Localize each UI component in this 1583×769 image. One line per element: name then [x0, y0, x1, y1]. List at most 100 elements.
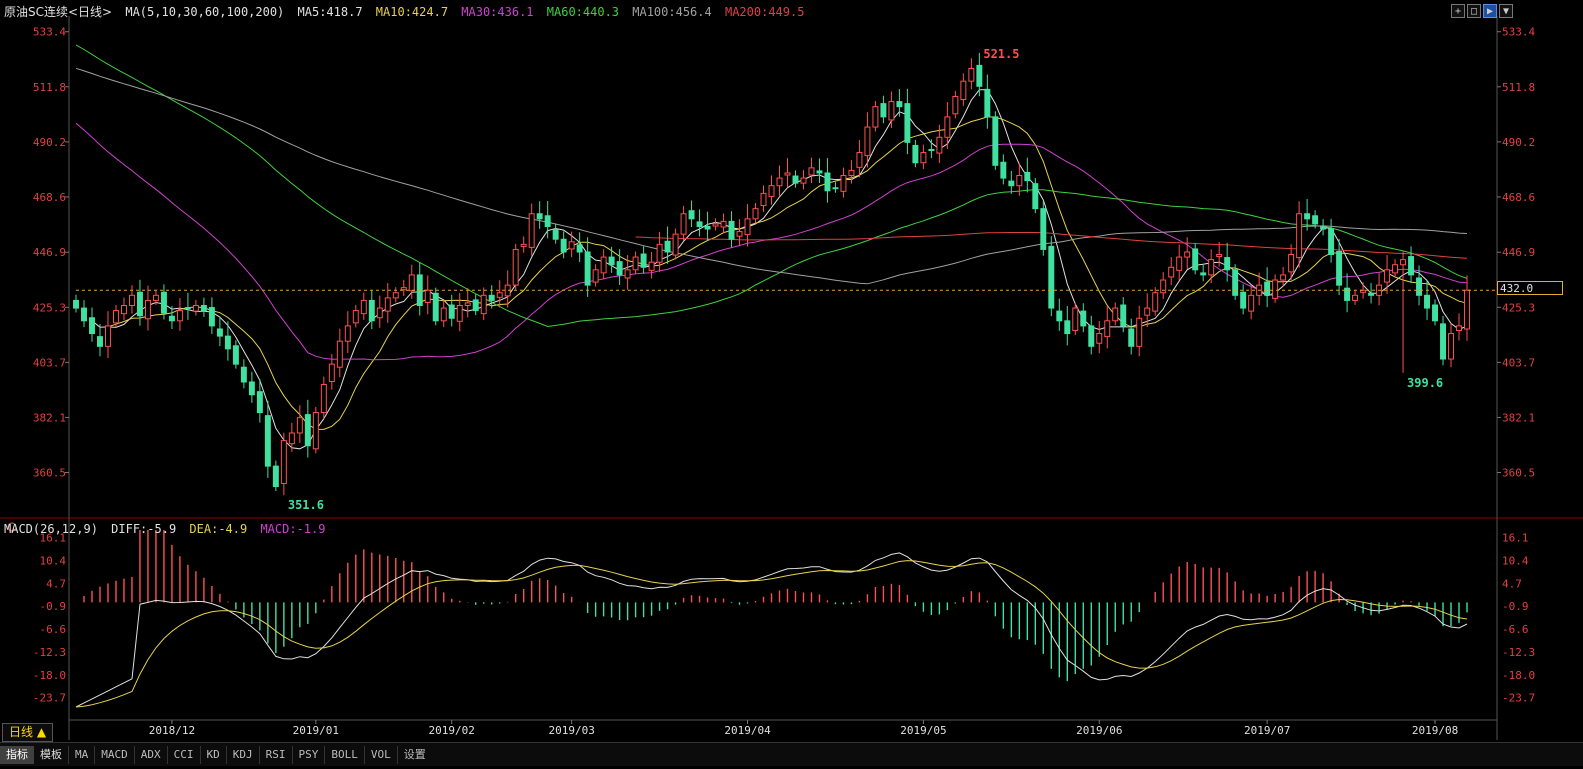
- candle-body: [200, 305, 207, 312]
- candle-body: [888, 101, 895, 121]
- settings-button[interactable]: 设置: [396, 745, 432, 764]
- period-button[interactable]: 日线 ▲: [2, 723, 54, 742]
- candle-body: [536, 213, 543, 220]
- date-tick-label: 2019/08: [1412, 724, 1458, 737]
- window-controls: + □ ▶ ▼: [1451, 4, 1513, 18]
- candle-body: [376, 307, 383, 319]
- instrument-label[interactable]: 原油SC连续<日线>: [4, 5, 113, 19]
- macd-tick-label-right: 10.4: [1502, 555, 1529, 568]
- ma-config-label[interactable]: MA(5,10,30,60,100,200): [125, 5, 285, 19]
- tab-indicators[interactable]: 指标: [0, 745, 34, 764]
- y-tick-label-left: 446.9: [33, 246, 66, 259]
- indicator-rsi[interactable]: RSI: [258, 745, 292, 764]
- candle-body: [496, 292, 503, 298]
- candle-body: [1136, 317, 1143, 347]
- candle-body: [176, 310, 183, 322]
- indicator-kd[interactable]: KD: [199, 745, 226, 764]
- candle-body: [752, 208, 759, 220]
- candle-body: [392, 292, 399, 299]
- macd-tick-label-left: -18.0: [33, 669, 66, 682]
- candle-body: [1184, 251, 1191, 258]
- macd-macd-value: MACD:-1.9: [260, 522, 326, 536]
- indicator-psy[interactable]: PSY: [291, 745, 325, 764]
- y-tick-label-right: 360.5: [1502, 466, 1535, 479]
- candle-body: [1104, 320, 1111, 338]
- candle-body: [136, 291, 143, 317]
- candle-body: [344, 325, 351, 342]
- candle-body: [1304, 213, 1311, 220]
- candle-body: [1296, 213, 1303, 259]
- candle-body: [600, 256, 607, 274]
- macd-config-label[interactable]: MACD(26,12,9): [4, 522, 98, 536]
- indicator-adx[interactable]: ADX: [133, 745, 167, 764]
- play-button[interactable]: ▶: [1483, 4, 1497, 18]
- macd-tick-label-left: 4.7: [46, 577, 66, 590]
- candle-body: [320, 384, 327, 414]
- candle-body: [832, 187, 839, 190]
- macd-tick-label-right: -18.0: [1502, 669, 1535, 682]
- indicator-macd[interactable]: MACD: [94, 745, 134, 764]
- ma100-line: [75, 67, 1468, 285]
- candle-body: [1032, 183, 1039, 210]
- candle-body: [1168, 266, 1175, 278]
- indicator-vol[interactable]: VOL: [363, 745, 397, 764]
- macd-tick-label-left: 10.4: [40, 555, 67, 568]
- candle-body: [1176, 256, 1183, 271]
- add-button[interactable]: +: [1451, 4, 1465, 18]
- candle-body: [456, 305, 463, 322]
- ma30-value: MA30:436.1: [461, 5, 534, 19]
- candle-body: [168, 315, 175, 322]
- candle-body: [704, 225, 711, 230]
- candle-body: [296, 417, 303, 434]
- dropdown-button[interactable]: ▼: [1499, 4, 1513, 18]
- candle-body: [1288, 254, 1295, 273]
- candle-body: [1200, 272, 1207, 276]
- indicator-cci[interactable]: CCI: [166, 745, 200, 764]
- candle-body: [592, 269, 599, 283]
- candle-body: [1224, 257, 1231, 271]
- indicator-kdj[interactable]: KDJ: [225, 745, 259, 764]
- ma5-line: [91, 89, 1468, 450]
- candle-body: [744, 218, 751, 236]
- candle-body: [81, 307, 87, 322]
- candle-body: [1080, 310, 1087, 327]
- candle-body: [1128, 328, 1135, 347]
- candle-body: [1432, 304, 1439, 322]
- candle-body: [288, 432, 295, 445]
- candle-body: [368, 299, 375, 322]
- candle-body: [408, 274, 415, 292]
- candle-body: [784, 172, 791, 176]
- candle-body: [712, 223, 719, 227]
- candle-body: [696, 221, 703, 227]
- y-tick-label-right: 382.1: [1502, 411, 1535, 424]
- date-tick-label: 2019/05: [900, 724, 946, 737]
- tab-templates[interactable]: 模板: [40, 747, 62, 761]
- y-tick-label-left: 382.1: [33, 411, 66, 424]
- macd-tick-label-right: 4.7: [1502, 577, 1522, 590]
- macd-dea-line: [75, 560, 1468, 708]
- candle-body: [1072, 307, 1079, 331]
- indicator-ma[interactable]: MA: [68, 745, 94, 764]
- candle-body: [1312, 215, 1319, 225]
- candle-body: [488, 294, 495, 301]
- candle-body: [1408, 256, 1415, 276]
- candle-body: [1440, 323, 1446, 360]
- candle-body: [1088, 325, 1095, 347]
- candle-body: [1400, 259, 1407, 266]
- maximize-button[interactable]: □: [1467, 4, 1481, 18]
- candle-body: [1464, 289, 1470, 330]
- candle-body: [89, 317, 95, 335]
- macd-tick-label-left: -12.3: [33, 646, 66, 659]
- candle-body: [104, 325, 111, 347]
- y-tick-label-left: 425.3: [33, 301, 66, 314]
- candle-body: [224, 335, 231, 350]
- y-tick-label-left: 360.5: [33, 466, 66, 479]
- candle-body: [544, 215, 551, 227]
- candle-body: [160, 291, 167, 314]
- candle-body: [880, 103, 887, 118]
- indicator-boll[interactable]: BOLL: [324, 745, 364, 764]
- candle-body: [1120, 304, 1127, 327]
- y-tick-label-right: 468.6: [1502, 191, 1535, 204]
- macd-tick-label-left: -23.7: [33, 692, 66, 705]
